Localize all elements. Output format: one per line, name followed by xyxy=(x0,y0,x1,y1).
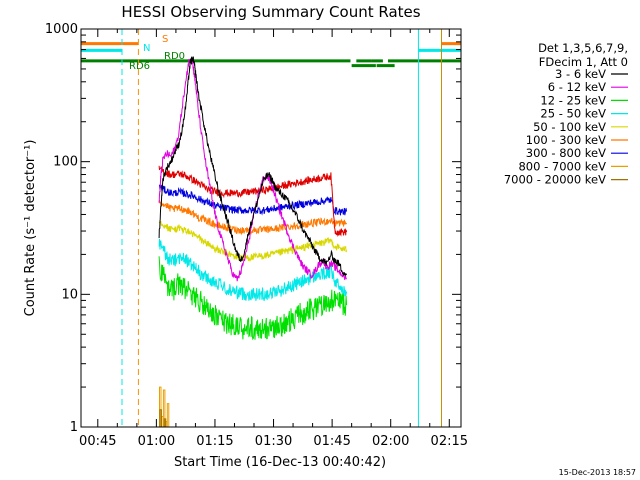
axes-layer: 00:45 01:00 01:15 01:30 01:45 02:00 02:15 1 10 10… xyxy=(45,22,468,449)
x-tick-label-01-45: 01:45 xyxy=(313,434,350,449)
x-tick-label-00-45: 00:45 xyxy=(79,434,116,449)
chart-title: HESSI Observing Summary Count Rates xyxy=(121,3,420,21)
y-tick-label-10: 10 xyxy=(61,287,78,302)
flags-layer: S N RD0 RD6 xyxy=(81,34,461,72)
series-100-300-kev xyxy=(158,200,348,236)
legend-label-6-12-kev: 6 - 12 keV xyxy=(548,80,606,94)
legend-label-100-300-kev: 100 - 300 keV xyxy=(526,133,606,147)
legend-label-800-7000-kev: 800 - 7000 keV xyxy=(518,159,606,173)
y-tick-label-100: 100 xyxy=(53,155,78,170)
flag-label-n: N xyxy=(143,43,150,54)
legend-label-50-100-kev: 50 - 100 keV xyxy=(533,120,606,134)
x-tick-label-01-15: 01:15 xyxy=(196,434,233,449)
x-tick-label-01-30: 01:30 xyxy=(255,434,292,449)
x-tick-label-01-00: 01:00 xyxy=(138,434,175,449)
timestamp: 15-Dec-2013 18:57 xyxy=(559,468,636,477)
y-tick-label-1: 1 xyxy=(70,420,78,435)
series-3-6-kev xyxy=(158,55,348,277)
legend-label-3-6-kev: 3 - 6 keV xyxy=(555,67,606,81)
y-tick-label-1000: 1000 xyxy=(45,22,78,37)
x-tick-label-02-15: 02:15 xyxy=(431,434,468,449)
plot-frame xyxy=(80,28,462,428)
x-axis-title: Start Time (16-Dec-13 00:40:42) xyxy=(174,455,386,470)
series-6-12-kev xyxy=(158,58,348,282)
legend-label-12-25-kev: 12 - 25 keV xyxy=(540,93,606,107)
series-25-50-kev xyxy=(158,238,348,302)
y-axis-title: Count Rate (s⁻¹ detector⁻¹) xyxy=(23,140,38,317)
flag-label-s: S xyxy=(162,34,168,45)
legend-header-1: FDecim 1, Att 0 xyxy=(539,55,628,69)
series-red-unlabeled xyxy=(158,165,348,237)
legend-label-25-50-kev: 25 - 50 keV xyxy=(540,107,606,121)
series-12-25-kev xyxy=(158,256,348,341)
x-tick-label-02-00: 02:00 xyxy=(372,434,409,449)
legend: Det 1,3,5,6,7,9,FDecim 1, Att 03 - 6 keV… xyxy=(504,41,628,187)
legend-header-0: Det 1,3,5,6,7,9, xyxy=(538,41,628,55)
flag-label-rd6: RD6 xyxy=(129,61,150,72)
series-50-100-kev xyxy=(158,220,348,262)
flag-label-rd0: RD0 xyxy=(164,51,185,62)
series-300-800-kev xyxy=(158,184,348,216)
legend-label-300-800-kev: 300 - 800 keV xyxy=(526,146,606,160)
legend-label-7000-20000-kev: 7000 - 20000 keV xyxy=(504,173,606,187)
series-layer xyxy=(158,55,348,428)
